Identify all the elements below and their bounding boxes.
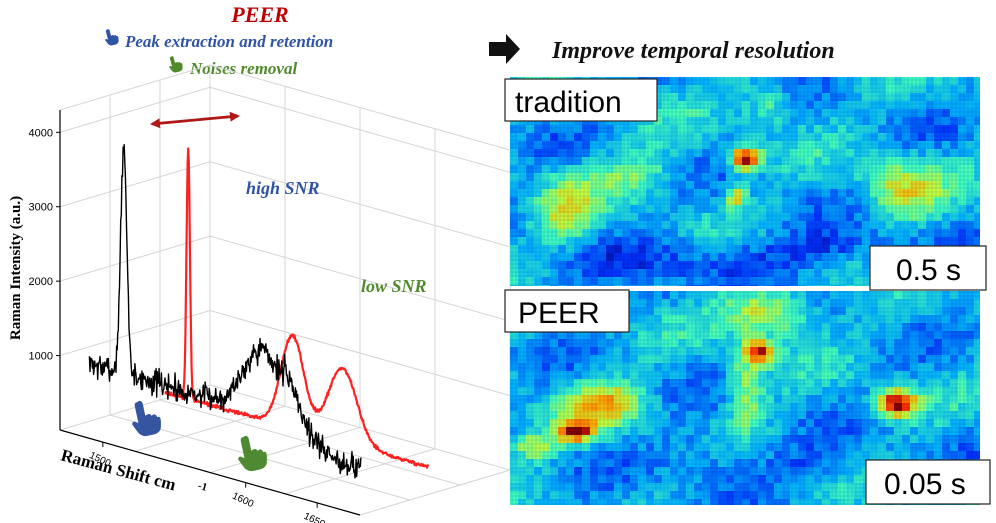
- y-tick-label: 1000: [29, 351, 53, 363]
- pointing-hand-green-icon: [233, 432, 270, 474]
- map2-time-box: 0.05 s: [865, 459, 991, 505]
- pointing-hand-blue-icon: [102, 27, 121, 47]
- plot-box-3d: [59, 64, 511, 516]
- bullet1-text: Peak extraction and retention: [124, 32, 333, 51]
- x-axis-label-superscript: -1: [197, 480, 209, 494]
- map1-time: 0.5 s: [896, 254, 961, 287]
- right-arrow-icon: [489, 34, 520, 64]
- x-axis-label-text: Raman Shift cm: [59, 446, 178, 495]
- map2-label: PEER: [518, 297, 600, 330]
- bullet2-text: Noises removal: [189, 59, 297, 78]
- x-axis-line: [59, 429, 361, 516]
- series-low-snr: [164, 147, 430, 469]
- map2-time: 0.05 s: [884, 468, 966, 501]
- x-tick-label: 1600: [230, 491, 255, 511]
- pointing-hand-green-icon: [166, 54, 185, 74]
- left-panel: PEER Peak extraction and retention Noise…: [8, 2, 511, 523]
- peer-title: PEER: [230, 2, 288, 27]
- annotation-low-snr: low SNR: [361, 276, 427, 296]
- series-high-snr: [88, 143, 362, 479]
- map1-label: tradition: [515, 86, 622, 119]
- x-axis-label: Raman Shift cm -1: [59, 446, 209, 495]
- x-tick-label: 1650: [302, 511, 327, 523]
- map2-label-box: PEER: [504, 289, 630, 333]
- y-tick-label: 2000: [29, 276, 53, 288]
- annotation-high-snr: high SNR: [246, 178, 320, 198]
- bullet-noise-removal: Noises removal: [166, 54, 297, 78]
- right-panel: Improve temporal resolution tradition 0.…: [489, 34, 991, 505]
- heatmap-tradition: [510, 77, 980, 286]
- pointing-hand-blue-icon: [127, 397, 164, 439]
- y-tick-label: 3000: [29, 202, 53, 214]
- bullet-peak-extraction: Peak extraction and retention: [102, 27, 333, 51]
- peak-shift-arrow: [150, 111, 240, 129]
- map1-time-box: 0.5 s: [869, 245, 987, 291]
- y-tick-label: 4000: [29, 127, 53, 139]
- map1-label-box: tradition: [504, 78, 658, 122]
- right-header: Improve temporal resolution: [551, 38, 835, 64]
- y-axis-label: Raman Intensity (a.u.): [8, 196, 24, 340]
